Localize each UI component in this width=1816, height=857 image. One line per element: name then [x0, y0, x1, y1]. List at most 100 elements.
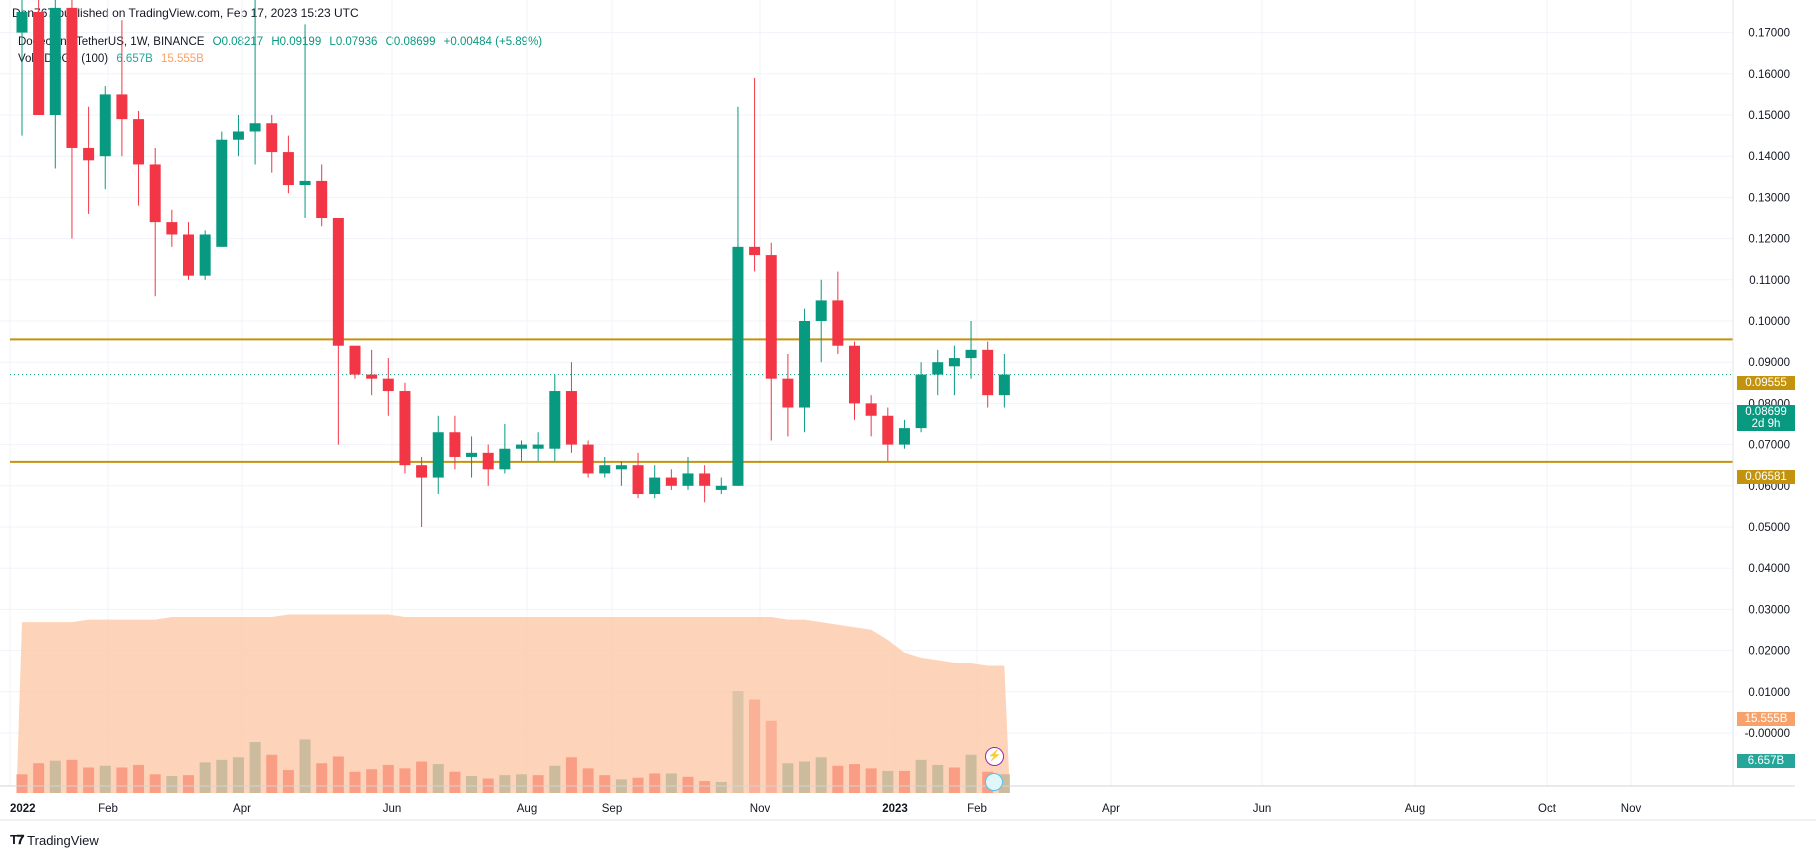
- volume-bar: [499, 775, 511, 793]
- candle-body: [582, 444, 594, 474]
- candle-body: [765, 255, 777, 379]
- candle-body: [149, 164, 161, 223]
- lightning-icon[interactable]: ⚡: [985, 747, 1004, 766]
- volume-bar: [865, 768, 877, 793]
- candle-body: [565, 391, 577, 445]
- time-tick-label: 2022: [10, 803, 36, 815]
- volume-bar: [99, 765, 111, 793]
- volume-bar: [815, 757, 827, 793]
- time-tick-label: Sep: [602, 803, 622, 815]
- candle-body: [599, 465, 611, 474]
- candle-body: [216, 139, 228, 247]
- candle-body: [832, 300, 844, 346]
- current-price-value: 0.08699: [1745, 406, 1787, 418]
- candle-body: [266, 123, 278, 153]
- volume-bar: [466, 776, 478, 793]
- time-tick-label: Apr: [1102, 803, 1120, 815]
- candle-body: [915, 374, 927, 429]
- candle-body: [232, 131, 244, 140]
- volume-bar: [382, 764, 394, 793]
- volume-bar: [599, 775, 611, 793]
- candle-body: [615, 465, 627, 470]
- volume-bar: [449, 771, 461, 793]
- candle-body: [349, 345, 361, 375]
- support-tag: 0.06581: [1737, 470, 1795, 484]
- price-tick-label: 0.14000: [1748, 151, 1790, 163]
- price-tick-label: 0.13000: [1748, 192, 1790, 204]
- candle-body: [665, 477, 677, 486]
- footer: T𝟕 TradingView: [10, 832, 99, 848]
- volume-bar: [166, 776, 178, 793]
- volume-bar: [532, 775, 544, 793]
- volume-bar: [782, 763, 794, 793]
- price-tick-label: 0.09000: [1748, 357, 1790, 369]
- candle-body: [715, 485, 727, 490]
- candle-body: [932, 362, 944, 375]
- symbol-label[interactable]: Dogecoin / TetherUS, 1W, BINANCE: [18, 36, 205, 48]
- candle-body: [682, 473, 694, 486]
- volume-bar: [266, 754, 278, 793]
- volume-bar: [699, 781, 711, 793]
- time-tick-label: Jun: [1253, 803, 1272, 815]
- time-tick-label: Jun: [383, 803, 402, 815]
- volume-bar: [282, 770, 294, 793]
- candle-body: [865, 403, 877, 416]
- volume-bar: [682, 776, 694, 793]
- volume-bar: [349, 771, 361, 793]
- low-value: L0.07936: [329, 36, 378, 48]
- volume-bar: [932, 764, 944, 793]
- volume-current-tag: 6.657B: [1737, 754, 1795, 768]
- volume-ma-fill: [16, 614, 1010, 793]
- candle-body: [199, 234, 211, 276]
- volume-bar: [948, 767, 960, 793]
- volume-bar: [399, 768, 411, 793]
- candle-body: [982, 349, 994, 396]
- candle-body: [649, 477, 661, 495]
- volume-bar: [898, 770, 910, 793]
- volume-bar: [715, 781, 727, 793]
- change-value: +0.00484 (+5.89%): [443, 36, 543, 48]
- time-axis[interactable]: 2022 Feb Apr Jun Aug Sep Nov 2023 Feb Apr Jun Aug Oc…: [10, 803, 1641, 815]
- volume-bar: [133, 764, 145, 793]
- volume-bar: [33, 763, 45, 793]
- candle-body: [282, 152, 294, 186]
- price-tick-label: 0.02000: [1748, 646, 1790, 658]
- time-tick-label: Feb: [967, 803, 987, 815]
- grid-lines: [0, 0, 1733, 786]
- candle-body: [898, 428, 910, 445]
- price-tick-label: 0.03000: [1748, 604, 1790, 616]
- horizontal-levels[interactable]: [10, 338, 1733, 463]
- candle-body: [49, 7, 61, 116]
- candle-body: [366, 374, 378, 379]
- volume-bar: [765, 720, 777, 793]
- candle-body: [299, 180, 311, 186]
- volume-bar: [216, 759, 228, 793]
- price-tick-label: 0.01000: [1748, 687, 1790, 699]
- price-tick-label: 0.04000: [1748, 563, 1790, 575]
- footer-brand[interactable]: TradingView: [27, 832, 99, 848]
- volume-value: 6.657B: [116, 53, 153, 65]
- price-axis[interactable]: -0.00000 0.01000 0.02000 0.03000 0.04000 0.05…: [1745, 28, 1790, 740]
- volume-bar: [66, 759, 78, 793]
- candle-body: [166, 222, 178, 235]
- candle-body: [815, 300, 827, 321]
- time-tick-label: Aug: [517, 803, 537, 815]
- volume-bar: [232, 757, 244, 793]
- volume-bar: [332, 756, 344, 793]
- candle-body: [16, 12, 28, 33]
- candle-body: [399, 391, 411, 466]
- countdown-value: 2d 9h: [1751, 418, 1781, 430]
- price-tick-label: 0.17000: [1748, 28, 1790, 40]
- high-value: H0.09199: [271, 36, 322, 48]
- time-tick-label: Nov: [1621, 803, 1642, 815]
- volume-bar: [649, 773, 661, 793]
- price-tick-label: 0.16000: [1748, 69, 1790, 81]
- candle-body: [882, 415, 894, 445]
- candle-body: [849, 345, 860, 404]
- volume-bar: [582, 768, 594, 793]
- tradingview-logo-icon[interactable]: T𝟕: [10, 832, 24, 847]
- candle-body: [33, 12, 45, 115]
- candle-body: [516, 444, 527, 449]
- candle-body: [948, 358, 960, 367]
